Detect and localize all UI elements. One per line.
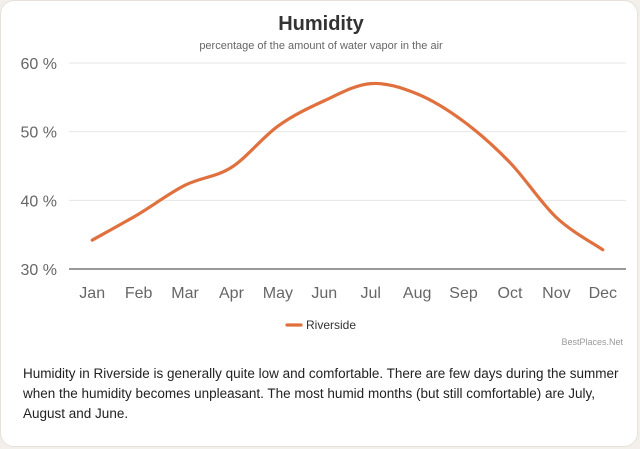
y-tick-label: 60 %	[21, 56, 57, 73]
x-tick-label: Oct	[498, 285, 523, 302]
x-tick-label: May	[263, 285, 293, 302]
x-tick-label: Apr	[219, 285, 245, 302]
series-line-riverside[interactable]	[90, 81, 605, 252]
x-tick-label: Jul	[360, 285, 380, 302]
legend[interactable]: Riverside	[285, 318, 356, 332]
series-layer	[90, 81, 605, 252]
x-tick-label: Feb	[125, 285, 153, 302]
x-tick-label: Mar	[171, 285, 199, 302]
legend-label[interactable]: Riverside	[306, 318, 356, 332]
x-axis-ticks: Jan Feb Mar Apr May Jun Jul Aug Sep Oct Nov Dec	[79, 285, 617, 302]
chart-subtitle: percentage of the amount of water vapor …	[199, 40, 443, 52]
x-tick-label: Jan	[79, 285, 105, 302]
humidity-chart: 30 % 40 % 50 % 60 % Jan Feb Mar Apr May Jun Jul Au…	[21, 56, 626, 332]
x-tick-label: Nov	[542, 285, 570, 302]
y-tick-label: 40 %	[21, 193, 57, 210]
y-axis-ticks: 30 % 40 % 50 % 60 %	[21, 56, 57, 279]
y-tick-label: 50 %	[21, 125, 57, 142]
x-tick-label: Aug	[403, 285, 431, 302]
x-tick-label: Jun	[311, 285, 337, 302]
y-tick-label: 30 %	[21, 262, 57, 279]
chart-title: Humidity	[278, 13, 364, 35]
credit-text[interactable]: BestPlaces.Net	[561, 337, 623, 347]
x-tick-label: Sep	[449, 285, 478, 302]
grid-lines	[69, 62, 626, 201]
x-tick-label: Dec	[589, 285, 617, 302]
description-text: Humidity in Riverside is generally quite…	[23, 366, 619, 421]
